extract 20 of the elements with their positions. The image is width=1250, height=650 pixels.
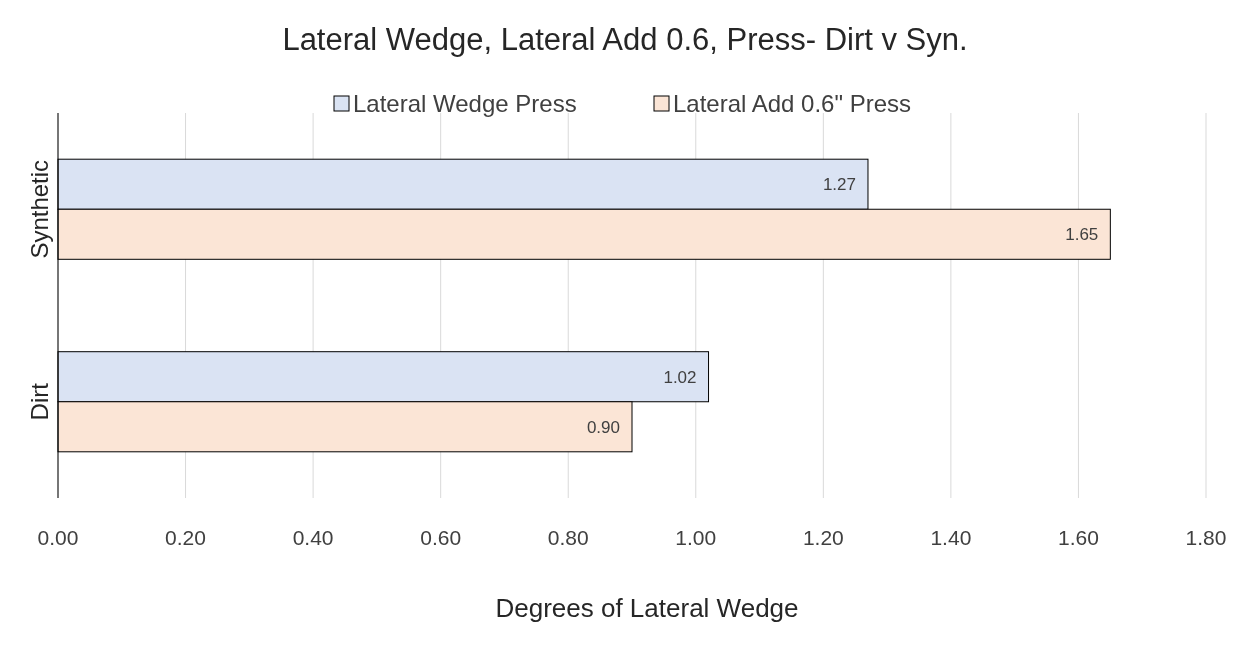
data-label: 1.27 xyxy=(822,175,856,195)
y-tick-label: Dirt xyxy=(26,382,53,421)
x-tick-label: 0.20 xyxy=(165,526,206,550)
data-label: 1.02 xyxy=(663,367,697,387)
x-tick-label: 1.40 xyxy=(930,526,972,550)
x-tick-label: 0.40 xyxy=(292,526,334,550)
data-label: 0.90 xyxy=(586,417,620,437)
x-tick-label: 1.20 xyxy=(802,526,844,550)
x-axis-title: Degrees of Lateral Wedge xyxy=(495,593,799,624)
chart-title: Lateral Wedge, Lateral Add 0.6, Press- Dirt v Syn. xyxy=(282,22,968,57)
x-tick-label: 1.00 xyxy=(675,526,717,550)
legend-label: Lateral Wedge Press xyxy=(353,90,577,118)
x-tick-label: 1.80 xyxy=(1185,526,1227,550)
x-tick-label: 0.60 xyxy=(420,526,462,550)
x-tick-label: 0.80 xyxy=(547,526,589,550)
y-tick-label: Synthetic xyxy=(26,159,53,259)
legend-label: Lateral Add 0.6" Press xyxy=(673,90,911,118)
data-label: 1.65 xyxy=(1065,225,1099,245)
x-tick-label: 0.00 xyxy=(37,526,79,550)
x-tick-label: 1.60 xyxy=(1058,526,1099,550)
